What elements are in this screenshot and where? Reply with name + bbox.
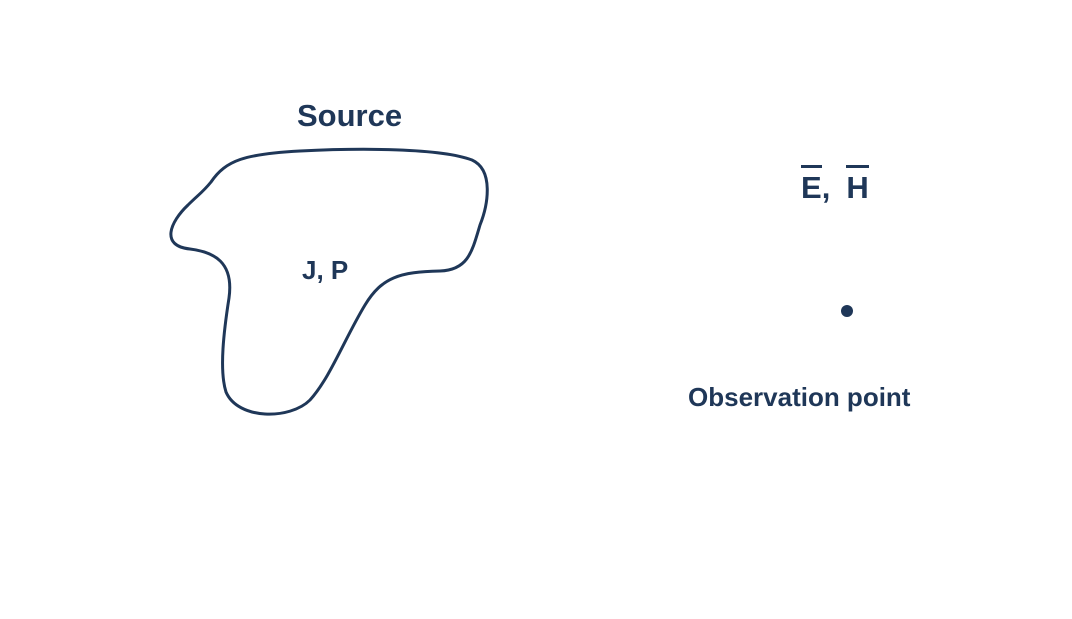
h-field-vector: H — [846, 165, 870, 205]
e-field-group: E, — [801, 165, 831, 205]
source-region-outline — [169, 147, 489, 416]
e-field-vector: E — [801, 165, 822, 205]
source-title: Source — [297, 98, 403, 133]
source-quantities-label: J, P — [302, 255, 349, 285]
observation-point-dot — [841, 305, 853, 317]
field-vectors-label: E, H — [801, 165, 870, 205]
observation-point-label: Observation point — [688, 382, 911, 412]
field-separator: , — [821, 170, 831, 205]
